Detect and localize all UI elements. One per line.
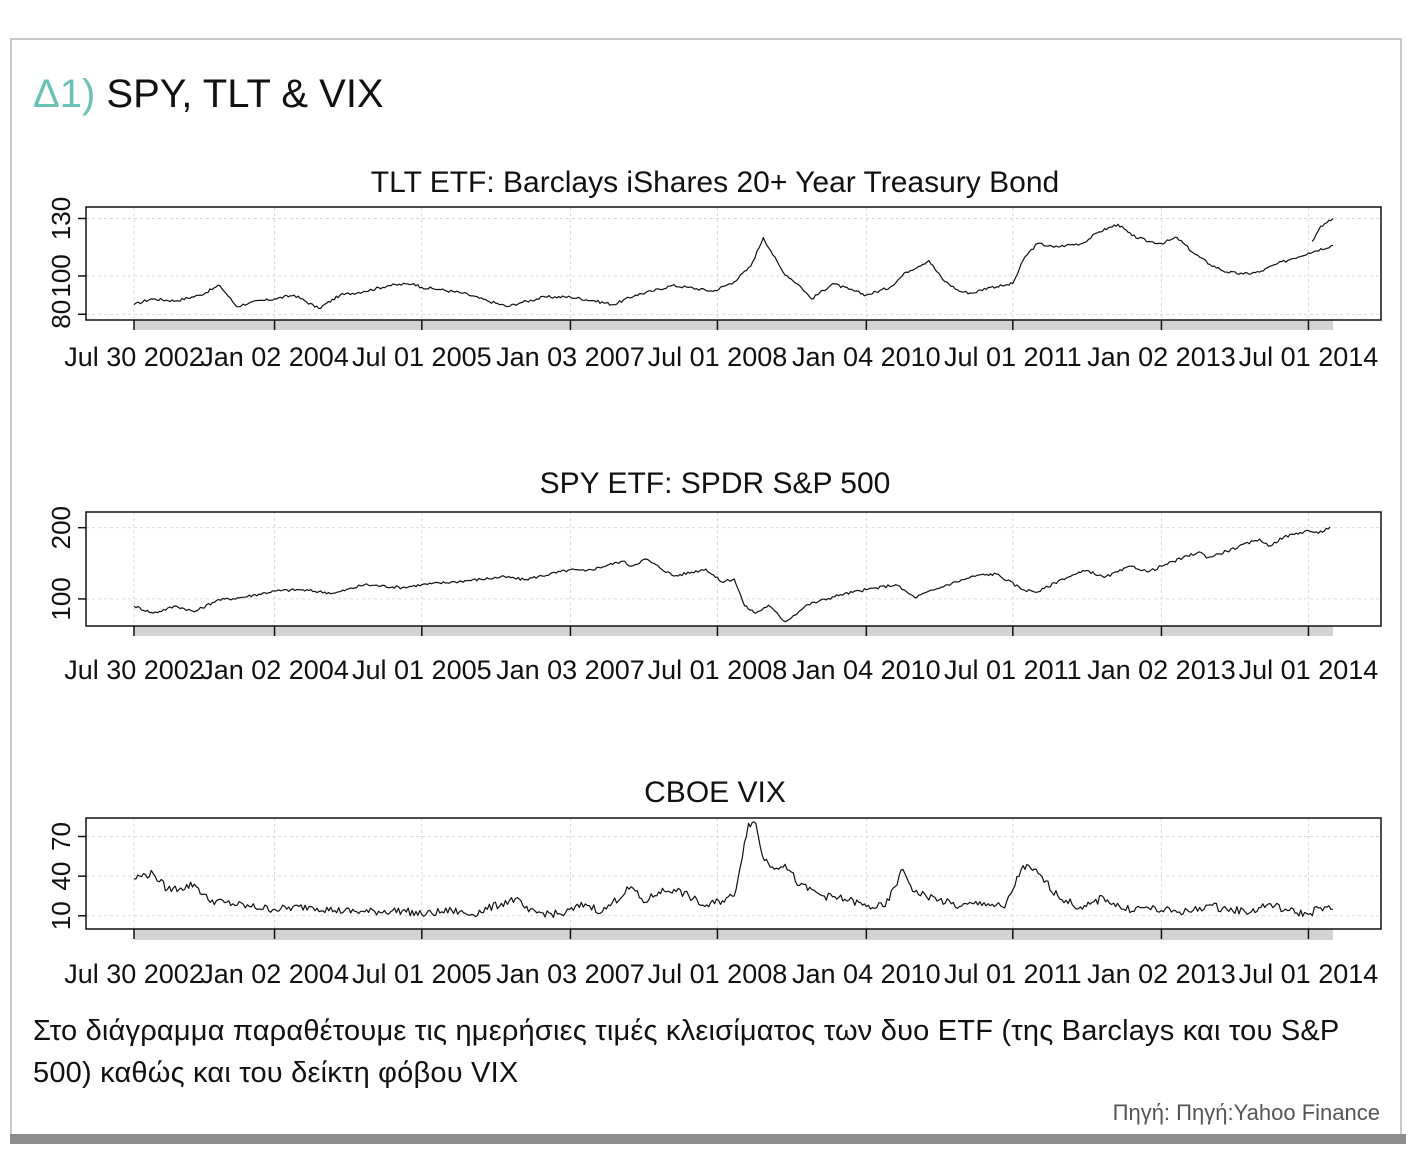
x-tick-label: Jul 01 2011 xyxy=(944,655,1082,685)
figure-heading: Δ1) SPY, TLT & VIX xyxy=(33,72,384,117)
date-band xyxy=(134,626,1333,636)
y-tick-label: 10 xyxy=(46,901,76,930)
plot-frame xyxy=(85,511,1382,627)
plot-frame xyxy=(85,817,1382,930)
y-tick-label: 100 xyxy=(46,254,76,297)
x-tick-label: Jul 30 2002 xyxy=(64,959,204,989)
chart-title: CBOE VIX xyxy=(644,776,786,809)
x-tick-label: Jan 04 2010 xyxy=(792,959,941,989)
x-tick-label: Jan 02 2013 xyxy=(1087,655,1236,685)
y-tick-label: 100 xyxy=(46,577,76,620)
series-line-segment xyxy=(1311,218,1334,242)
x-tick-label: Jan 02 2013 xyxy=(1087,342,1236,372)
x-tick-label: Jul 01 2011 xyxy=(944,342,1082,372)
x-tick-label: Jul 01 2011 xyxy=(944,959,1082,989)
x-tick-label: Jan 03 2007 xyxy=(496,959,645,989)
figure-number: Δ1) xyxy=(33,72,96,116)
series-line xyxy=(133,526,1331,623)
x-tick-label: Jul 01 2008 xyxy=(648,342,788,372)
x-tick-label: Jul 01 2008 xyxy=(648,655,788,685)
x-tick-label: Jul 01 2014 xyxy=(1239,342,1379,372)
x-tick-label: Jul 01 2005 xyxy=(352,655,492,685)
figure-caption: Στο διάγραμμα παραθέτουμε τις ημερήσιες … xyxy=(33,1015,1339,1089)
x-tick-label: Jan 03 2007 xyxy=(496,342,645,372)
x-tick-label: Jan 02 2004 xyxy=(200,655,349,685)
x-tick-label: Jul 01 2014 xyxy=(1239,655,1379,685)
x-tick-label: Jul 30 2002 xyxy=(64,342,204,372)
charts-panel: TLT ETF: Barclays iShares 20+ Year Treas… xyxy=(46,166,1382,989)
chart-title: SPY ETF: SPDR S&P 500 xyxy=(540,467,891,500)
bottom-divider xyxy=(10,1134,1406,1144)
x-tick-label: Jul 30 2002 xyxy=(64,655,204,685)
figure-title: SPY, TLT & VIX xyxy=(106,72,384,116)
x-tick-label: Jan 02 2004 xyxy=(200,342,349,372)
y-tick-label: 40 xyxy=(46,862,76,891)
x-tick-label: Jul 01 2014 xyxy=(1239,959,1379,989)
y-tick-label: 80 xyxy=(46,300,76,329)
x-tick-label: Jan 02 2013 xyxy=(1087,959,1236,989)
y-tick-label: 200 xyxy=(46,506,76,549)
date-band xyxy=(134,320,1333,330)
date-band xyxy=(134,929,1333,940)
x-tick-label: Jul 01 2008 xyxy=(648,959,788,989)
x-tick-label: Jul 01 2005 xyxy=(352,959,492,989)
chart-1: TLT ETF: Barclays iShares 20+ Year Treas… xyxy=(46,166,1382,372)
x-tick-label: Jul 01 2005 xyxy=(352,342,492,372)
plot-frame xyxy=(85,206,1382,321)
series-line xyxy=(133,821,1334,918)
y-tick-label: 70 xyxy=(46,822,76,851)
source-note: Πηγή: Πηγή:Yahoo Finance xyxy=(1112,1100,1380,1125)
x-tick-label: Jan 04 2010 xyxy=(792,655,941,685)
series-line xyxy=(133,223,1334,310)
x-tick-label: Jan 02 2004 xyxy=(200,959,349,989)
chart-title: TLT ETF: Barclays iShares 20+ Year Treas… xyxy=(371,166,1059,199)
x-tick-label: Jan 04 2010 xyxy=(792,342,941,372)
figure-frame xyxy=(10,38,1402,1136)
y-tick-label: 130 xyxy=(46,197,76,240)
x-tick-label: Jan 03 2007 xyxy=(496,655,645,685)
